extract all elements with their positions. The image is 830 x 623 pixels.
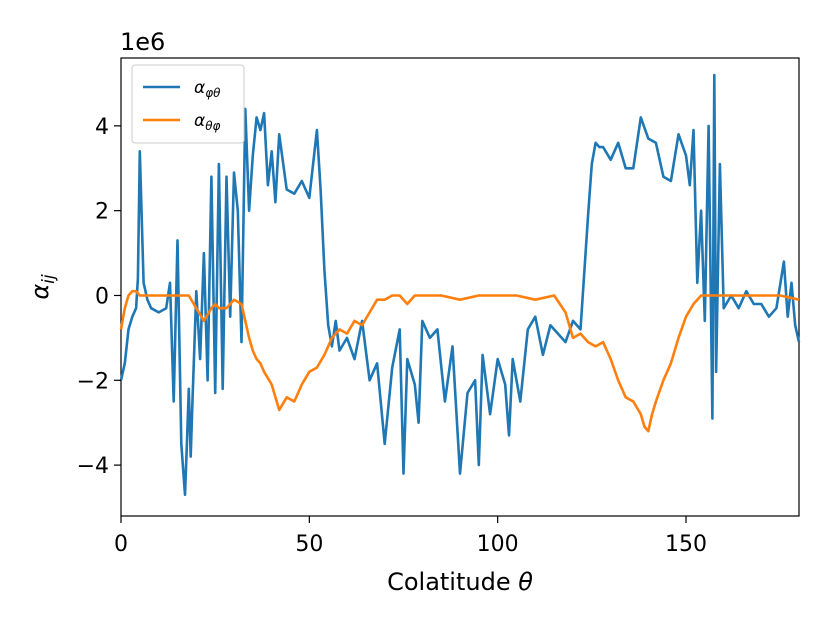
legend: αφθ αθφ bbox=[131, 64, 245, 144]
x-tick-label: 0 bbox=[114, 532, 128, 557]
x-axis: 0 50 100 150 bbox=[114, 516, 707, 557]
y-tick-label: 2 bbox=[95, 200, 109, 225]
legend-label-1: αφθ bbox=[194, 78, 221, 100]
legend-label-2: αθφ bbox=[194, 111, 221, 133]
y-tick-label: 0 bbox=[95, 284, 109, 309]
y-tick-label: 4 bbox=[95, 115, 109, 140]
series-line-1 bbox=[119, 73, 801, 497]
y-axis-label: αij bbox=[26, 274, 59, 300]
legend-label-2-sub: θφ bbox=[205, 119, 220, 133]
x-tick-label: 50 bbox=[295, 532, 323, 557]
plot-frame bbox=[120, 57, 800, 517]
x-tick-label: 100 bbox=[477, 532, 519, 557]
y-axis-label-base: α bbox=[26, 284, 54, 300]
x-tick-label: 150 bbox=[665, 532, 707, 557]
y-tick-label: −2 bbox=[77, 369, 109, 394]
y-axis: −4 −2 0 2 4 bbox=[77, 115, 121, 479]
x-axis-label-text: Colatitude bbox=[387, 568, 518, 596]
series-line-2 bbox=[119, 289, 800, 433]
legend-box bbox=[131, 64, 245, 144]
x-axis-label-symbol: θ bbox=[518, 568, 533, 596]
legend-label-1-sub: φθ bbox=[205, 86, 221, 100]
offset-text: 1e6 bbox=[120, 28, 165, 56]
y-axis-label-sub: ij bbox=[39, 274, 59, 284]
series-layer bbox=[119, 73, 801, 497]
plot-area bbox=[119, 57, 801, 517]
legend-label-2-base: α bbox=[194, 111, 205, 131]
y-tick-label: −4 bbox=[77, 454, 109, 479]
x-axis-label: Colatitude θ bbox=[387, 568, 533, 596]
legend-label-1-base: α bbox=[194, 78, 205, 98]
